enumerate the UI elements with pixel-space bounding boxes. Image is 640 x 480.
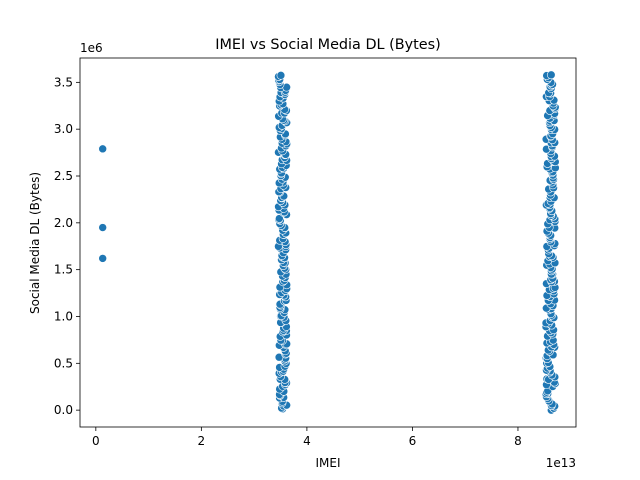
x-offset-label: 1e13 (546, 456, 576, 470)
axis-ticks: 0 2 4 6 8 0.0 0.5 1.0 1.5 2.0 2.5 3.0 3.5 (54, 75, 522, 448)
data-points (98, 70, 560, 415)
chart-title: IMEI vs Social Media DL (Bytes) (215, 37, 440, 53)
data-point (98, 144, 107, 154)
data-point (98, 254, 107, 263)
data-point (546, 70, 556, 80)
plot-frame (79, 57, 577, 428)
x-tick-label: 4 (303, 434, 311, 448)
y-tick-label: 2.0 (54, 216, 73, 230)
data-point (98, 223, 107, 232)
y-axis-label: Social Media DL (Bytes) (28, 172, 42, 314)
y-tick-label: 3.5 (54, 75, 73, 89)
x-tick-label: 8 (514, 434, 522, 448)
x-tick-label: 6 (409, 434, 417, 448)
x-tick-label: 0 (92, 434, 100, 448)
y-offset-label: 1e6 (80, 41, 103, 55)
data-point (275, 214, 284, 223)
y-tick-label: 1.0 (54, 309, 73, 323)
data-point (276, 71, 286, 80)
y-tick-label: 3.0 (54, 122, 73, 136)
y-tick-label: 1.5 (54, 263, 73, 277)
y-tick-label: 2.5 (54, 169, 73, 183)
y-tick-label: 0.5 (54, 356, 73, 370)
x-tick-label: 2 (198, 434, 206, 448)
x-axis-label: IMEI (315, 456, 340, 470)
y-tick-label: 0.0 (54, 403, 73, 417)
